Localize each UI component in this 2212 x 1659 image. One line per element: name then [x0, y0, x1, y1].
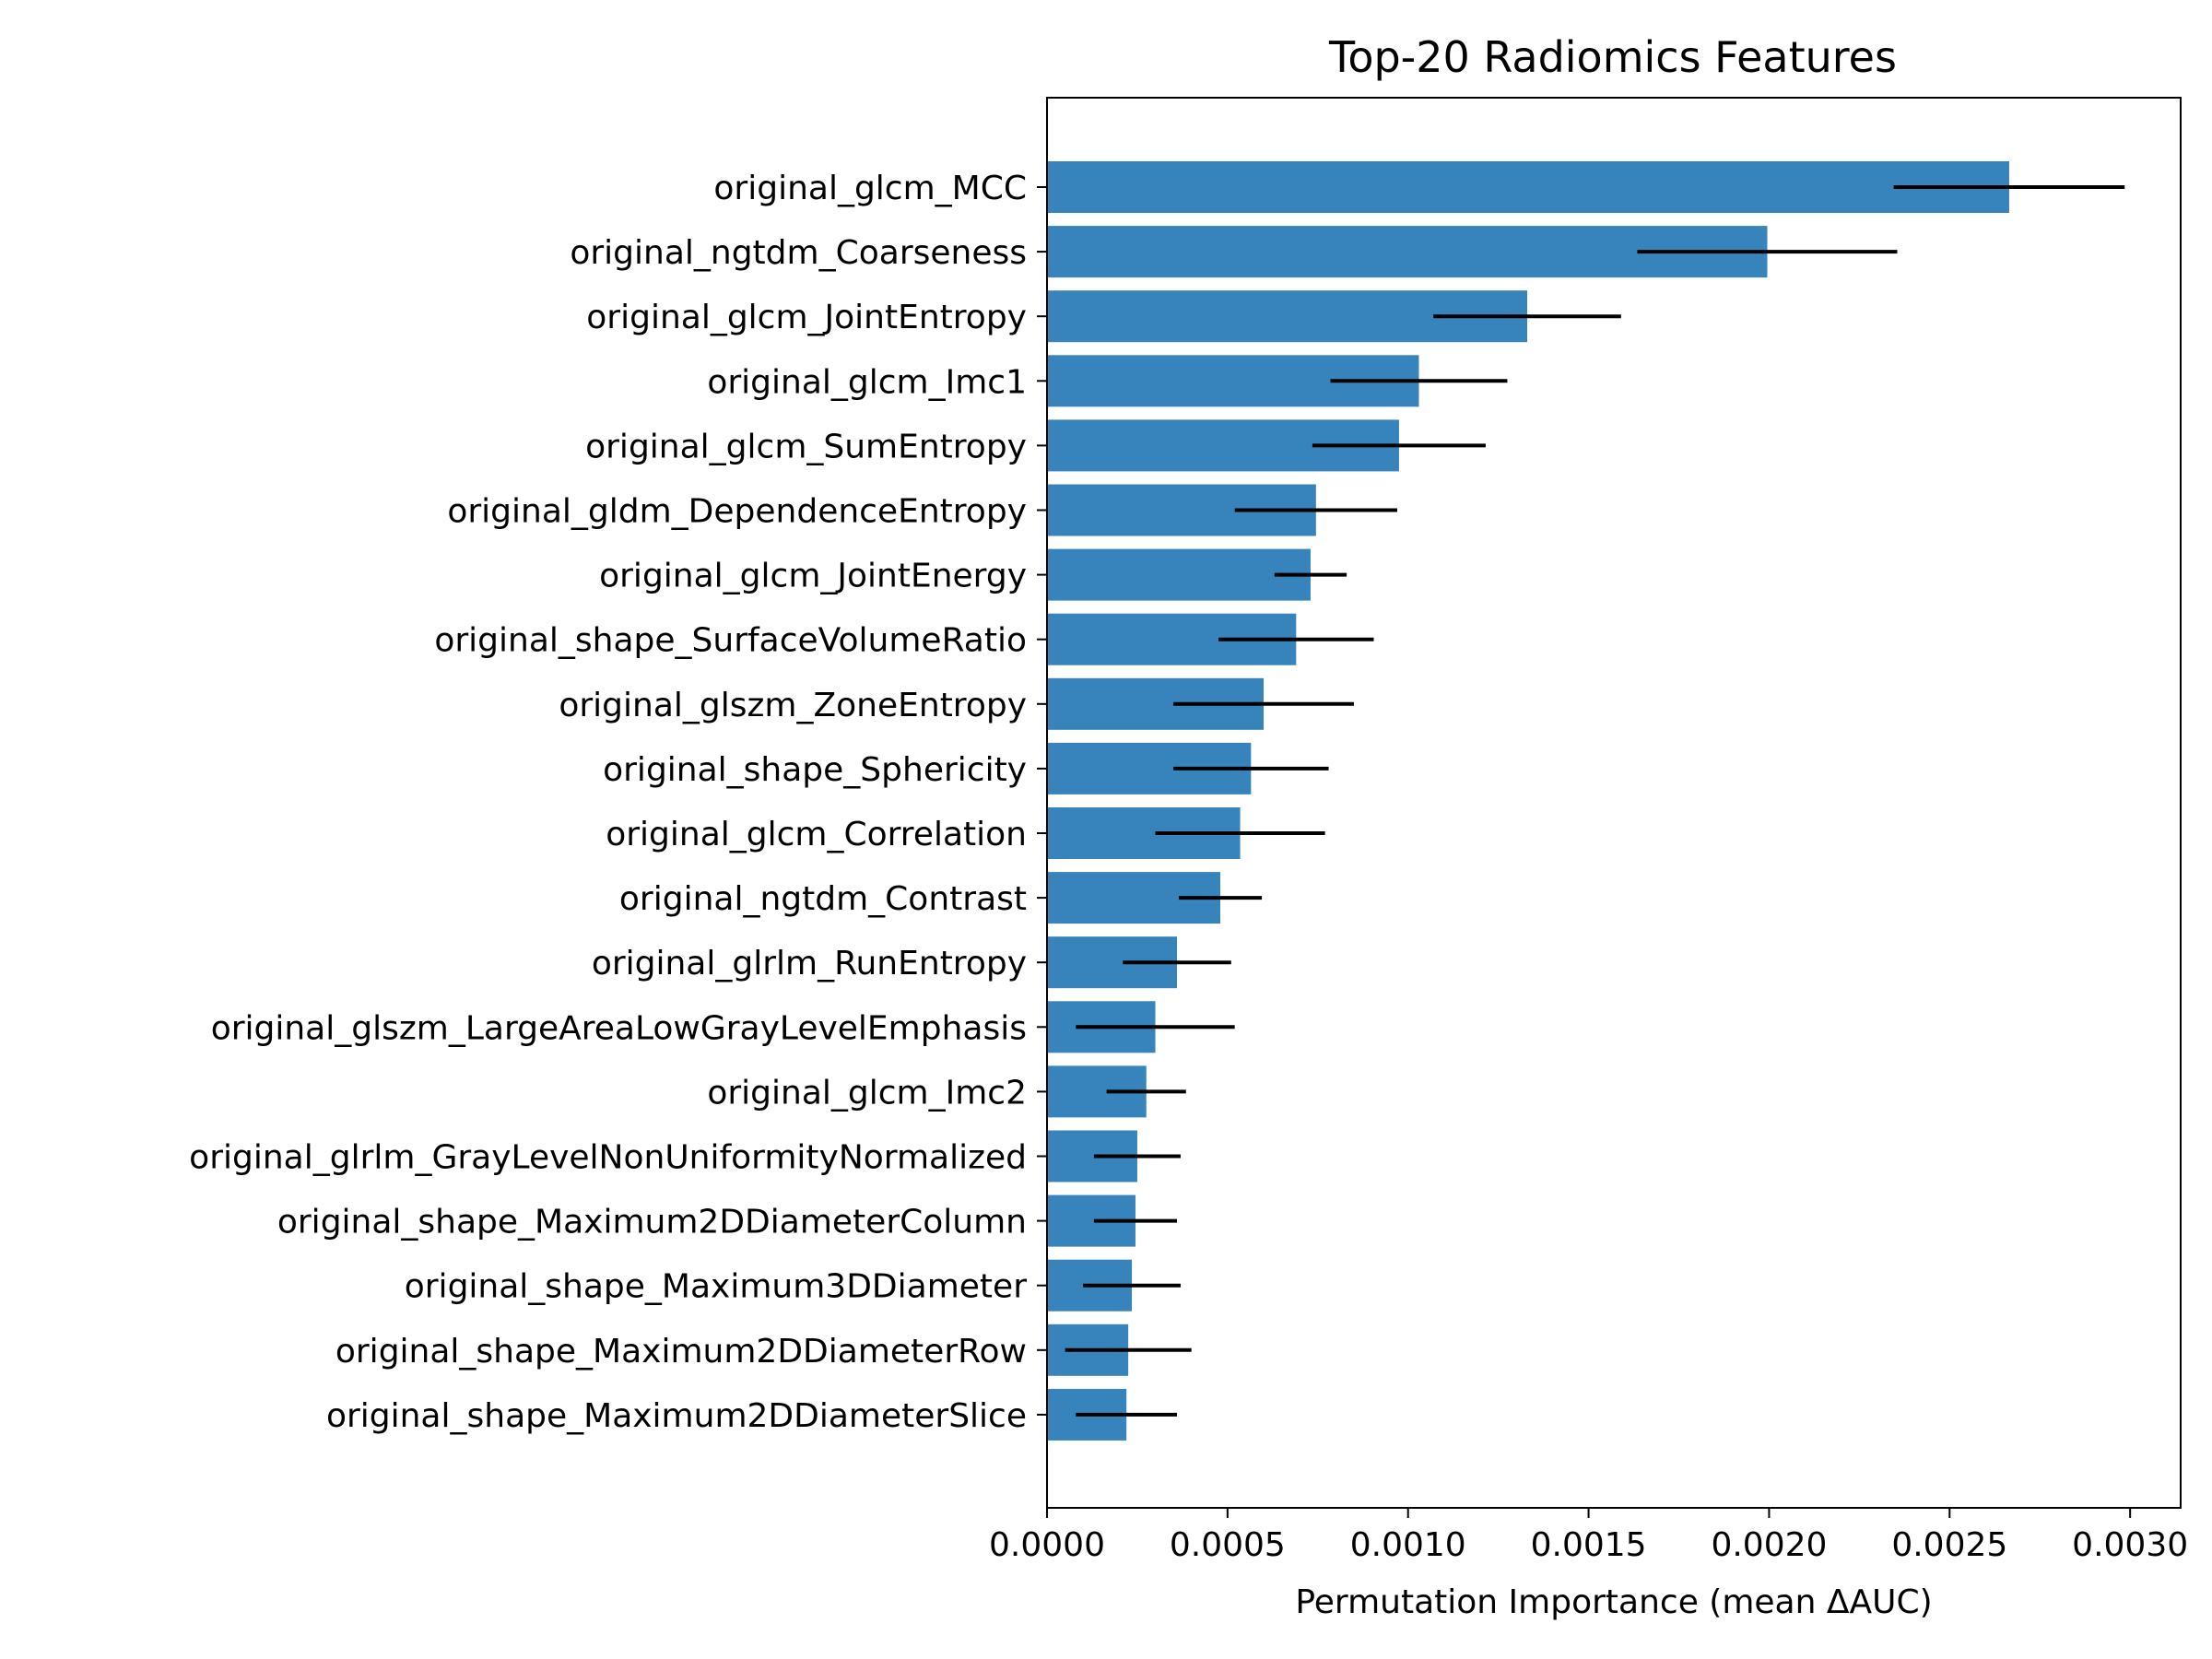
x-tick-label: 0.0025	[1891, 1526, 2007, 1564]
chart-title: Top-20 Radiomics Features	[1328, 32, 1897, 82]
y-tick-label: original_ngtdm_Contrast	[619, 880, 1027, 918]
x-axis-label: Permutation Importance (mean ΔAUC)	[1295, 1583, 1932, 1621]
y-tick-label: original_glszm_LargeAreaLowGrayLevelEmph…	[211, 1009, 1027, 1047]
y-tick-label: original_glcm_Imc1	[707, 363, 1027, 401]
bar	[1047, 548, 1311, 601]
y-tick-label: original_glszm_ZoneEntropy	[559, 687, 1027, 724]
x-tick-label: 0.0010	[1350, 1526, 1466, 1564]
x-tick-label: 0.0005	[1170, 1526, 1286, 1564]
plot-area-frame	[1046, 97, 2182, 1509]
bars-group	[1047, 161, 2009, 1441]
y-tick-label: original_shape_Maximum2DDiameterSlice	[326, 1397, 1027, 1435]
y-tick-label: original_shape_Maximum3DDiameter	[405, 1268, 1027, 1306]
error-bars-group	[1065, 185, 2125, 1417]
y-tick-label: original_glcm_MCC	[713, 170, 1027, 207]
y-axis-ticks: original_glcm_MCC original_ngtdm_Coarsene…	[189, 170, 1047, 1435]
y-tick-label: original_glcm_Imc2	[707, 1074, 1027, 1112]
y-tick-label: original_glrlm_GrayLevelNonUniformityNor…	[189, 1139, 1027, 1177]
y-tick-label: original_shape_Maximum2DDiameterColumn	[277, 1204, 1027, 1241]
y-tick-label: original_glrlm_RunEntropy	[592, 945, 1027, 982]
x-tick-label: 0.0030	[2072, 1526, 2188, 1564]
x-tick-label: 0.0015	[1531, 1526, 1647, 1564]
y-tick-label: original_shape_SurfaceVolumeRatio	[434, 622, 1027, 660]
x-axis-ticks: 0.0000 0.0005 0.0010 0.0015 0.0020 0.0025 0.00…	[989, 1508, 2188, 1564]
y-tick-label: original_shape_Maximum2DDiameterRow	[335, 1333, 1027, 1371]
x-tick-label: 0.0000	[989, 1526, 1105, 1564]
y-tick-label: original_gldm_DependenceEntropy	[447, 493, 1027, 531]
bar	[1047, 161, 2009, 213]
y-tick-label: original_glcm_JointEnergy	[599, 558, 1027, 595]
y-tick-label: original_glcm_JointEntropy	[586, 299, 1027, 336]
x-tick-label: 0.0020	[1711, 1526, 1827, 1564]
y-tick-label: original_glcm_Correlation	[606, 816, 1027, 853]
y-tick-label: original_shape_Sphericity	[603, 751, 1027, 789]
y-tick-label: original_ngtdm_Coarseness	[570, 234, 1027, 272]
y-tick-label: original_glcm_SumEntropy	[585, 428, 1027, 465]
